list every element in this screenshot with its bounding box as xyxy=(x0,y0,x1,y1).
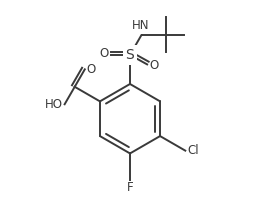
Text: HO: HO xyxy=(45,98,63,111)
Text: F: F xyxy=(127,181,133,194)
Text: O: O xyxy=(87,63,96,76)
Text: O: O xyxy=(99,47,108,60)
Text: O: O xyxy=(149,59,158,72)
Text: HN: HN xyxy=(132,19,149,32)
Text: S: S xyxy=(126,48,134,62)
Text: Cl: Cl xyxy=(187,144,199,157)
